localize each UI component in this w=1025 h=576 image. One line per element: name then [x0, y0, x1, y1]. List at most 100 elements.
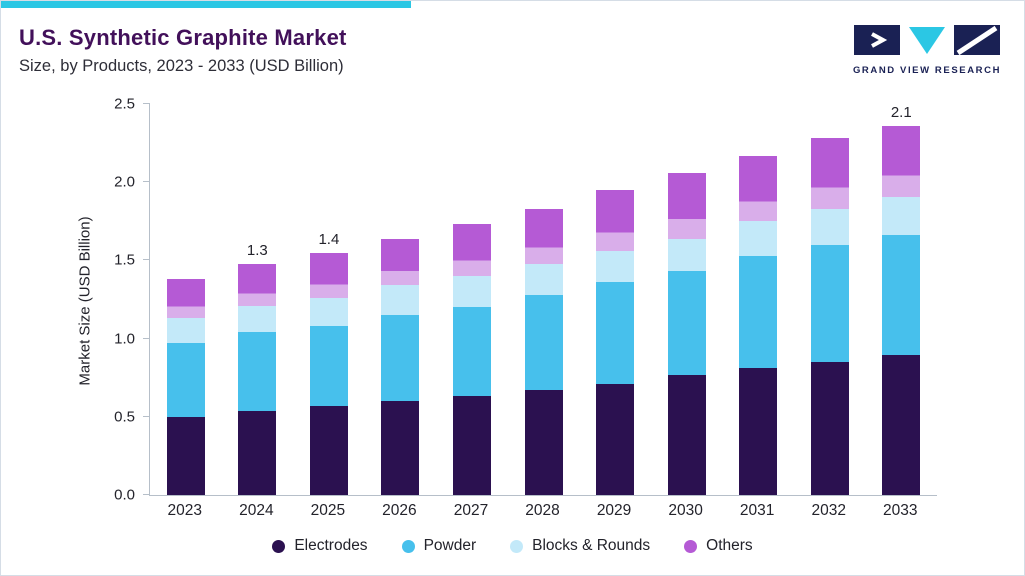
segment-electrodes-2024[interactable] — [238, 410, 277, 495]
segment-blocks-rounds-2024[interactable] — [238, 305, 277, 333]
segment-electrodes-2028[interactable] — [524, 390, 563, 495]
x-tick-2028: 2028 — [525, 502, 560, 519]
segment-blocks-rounds-2025[interactable] — [309, 297, 348, 327]
y-tick-0.5: 0.5 — [114, 408, 135, 426]
legend-swatch — [272, 539, 286, 553]
segment-powder-2025[interactable] — [309, 326, 348, 406]
page-title: U.S. Synthetic Graphite Market — [19, 25, 347, 50]
bar-2023[interactable] — [166, 279, 205, 495]
segment-electrodes-2032[interactable] — [810, 362, 849, 495]
segment-blocks-rounds-2023[interactable] — [166, 318, 205, 344]
segment-electrodes-2033[interactable] — [882, 355, 921, 495]
segment-powder-2023[interactable] — [166, 343, 205, 417]
y-tickmark — [143, 494, 150, 495]
segment-powder-2029[interactable] — [596, 282, 635, 384]
x-axis: 2023 2024 2025 2026 2027 2028 2029 2030 2031 2032… — [149, 502, 936, 520]
legend-swatch — [510, 539, 524, 553]
segment-blocks-rounds-2029[interactable] — [596, 251, 635, 283]
bar-2029[interactable] — [596, 190, 635, 495]
segment-others-2024[interactable] — [238, 263, 277, 306]
segment-powder-2030[interactable] — [667, 271, 706, 375]
legend-item-others[interactable]: Others — [684, 537, 753, 555]
segment-others-2025[interactable] — [309, 252, 348, 298]
y-tick-2.5: 2.5 — [114, 95, 135, 113]
segment-powder-2028[interactable] — [524, 294, 563, 391]
x-tick-2033: 2033 — [883, 502, 918, 519]
bar-slot-2030 — [651, 104, 723, 495]
y-tick-1.5: 1.5 — [114, 251, 135, 269]
segment-electrodes-2029[interactable] — [596, 383, 635, 495]
bar-slot-2027 — [436, 104, 508, 495]
segment-electrodes-2030[interactable] — [667, 374, 706, 495]
bar-2027[interactable] — [452, 224, 491, 495]
legend: Electrodes Powder Blocks & Rounds Others — [1, 537, 1024, 555]
legend-label: Powder — [423, 537, 477, 554]
legend-item-electrodes[interactable]: Electrodes — [272, 537, 368, 555]
y-tick-0.0: 0.0 — [114, 486, 135, 504]
segment-others-2030[interactable] — [667, 172, 706, 239]
legend-item-powder[interactable]: Powder — [401, 537, 477, 555]
bar-2033[interactable] — [882, 126, 921, 495]
segment-others-2031[interactable] — [739, 155, 778, 222]
segment-blocks-rounds-2033[interactable] — [882, 197, 921, 235]
segment-others-2033[interactable] — [882, 126, 921, 198]
segment-others-2028[interactable] — [524, 208, 563, 264]
plot-area: 1.3 1.4 2.1 — [143, 103, 937, 496]
bar-slot-2029 — [579, 104, 651, 495]
y-axis-title: Market Size (USD Billion) — [76, 216, 94, 386]
segment-blocks-rounds-2032[interactable] — [810, 208, 849, 245]
y-tickmark — [143, 337, 150, 339]
y-tickmark — [143, 181, 150, 183]
segment-powder-2024[interactable] — [238, 332, 277, 411]
segment-blocks-rounds-2031[interactable] — [739, 221, 778, 256]
segment-powder-2033[interactable] — [882, 234, 921, 356]
bar-value-label-2024: 1.3 — [246, 241, 268, 259]
bar-2032[interactable] — [810, 138, 849, 495]
segment-blocks-rounds-2028[interactable] — [524, 263, 563, 295]
bar-2026[interactable] — [381, 238, 420, 495]
bar-2030[interactable] — [667, 172, 706, 495]
bar-2025[interactable] — [309, 252, 348, 495]
legend-label: Electrodes — [294, 537, 368, 554]
legend-label: Blocks & Rounds — [532, 537, 651, 554]
segment-others-2023[interactable] — [166, 279, 205, 319]
gvr-logo: GRAND VIEW RESEARCH — [852, 23, 1002, 76]
legend-label: Others — [706, 537, 753, 554]
segment-blocks-rounds-2027[interactable] — [452, 276, 491, 308]
bar-2028[interactable] — [524, 208, 563, 495]
x-tick-2024: 2024 — [239, 502, 274, 519]
x-tick-2027: 2027 — [453, 502, 489, 519]
bar-value-label-2033: 2.1 — [890, 104, 912, 121]
segment-electrodes-2023[interactable] — [166, 416, 205, 495]
gvr-logo-mark — [854, 25, 1000, 56]
bar-slot-2032 — [794, 104, 866, 495]
y-axis: 0.0 0.5 1.0 1.5 2.0 2.5 — [97, 96, 141, 504]
x-tick-2031: 2031 — [739, 502, 775, 519]
segment-electrodes-2031[interactable] — [739, 368, 778, 495]
segment-electrodes-2025[interactable] — [309, 405, 348, 495]
segment-powder-2027[interactable] — [452, 307, 491, 397]
bar-2024[interactable] — [238, 263, 277, 495]
bar-slot-2024: 1.3 — [222, 104, 294, 495]
segment-powder-2026[interactable] — [381, 315, 420, 402]
top-accent-bar — [1, 1, 411, 8]
bar-slot-2031 — [722, 104, 794, 495]
bar-2031[interactable] — [739, 155, 778, 495]
segment-electrodes-2027[interactable] — [452, 396, 491, 495]
segment-powder-2032[interactable] — [810, 244, 849, 363]
x-tick-2026: 2026 — [382, 502, 417, 519]
bar-slot-2023 — [150, 104, 222, 495]
segment-others-2029[interactable] — [596, 190, 635, 252]
segment-others-2026[interactable] — [381, 238, 420, 286]
y-tick-1.0: 1.0 — [114, 330, 135, 348]
segment-blocks-rounds-2026[interactable] — [381, 285, 420, 316]
bar-value-label-2025: 1.4 — [318, 230, 340, 248]
segment-blocks-rounds-2030[interactable] — [667, 238, 706, 272]
segment-others-2032[interactable] — [810, 138, 849, 209]
y-tickmark — [143, 259, 150, 261]
segment-electrodes-2026[interactable] — [381, 401, 420, 495]
segment-powder-2031[interactable] — [739, 255, 778, 369]
segment-others-2027[interactable] — [452, 224, 491, 277]
legend-item-blocks-rounds[interactable]: Blocks & Rounds — [510, 537, 650, 555]
x-tick-2025: 2025 — [310, 502, 346, 519]
